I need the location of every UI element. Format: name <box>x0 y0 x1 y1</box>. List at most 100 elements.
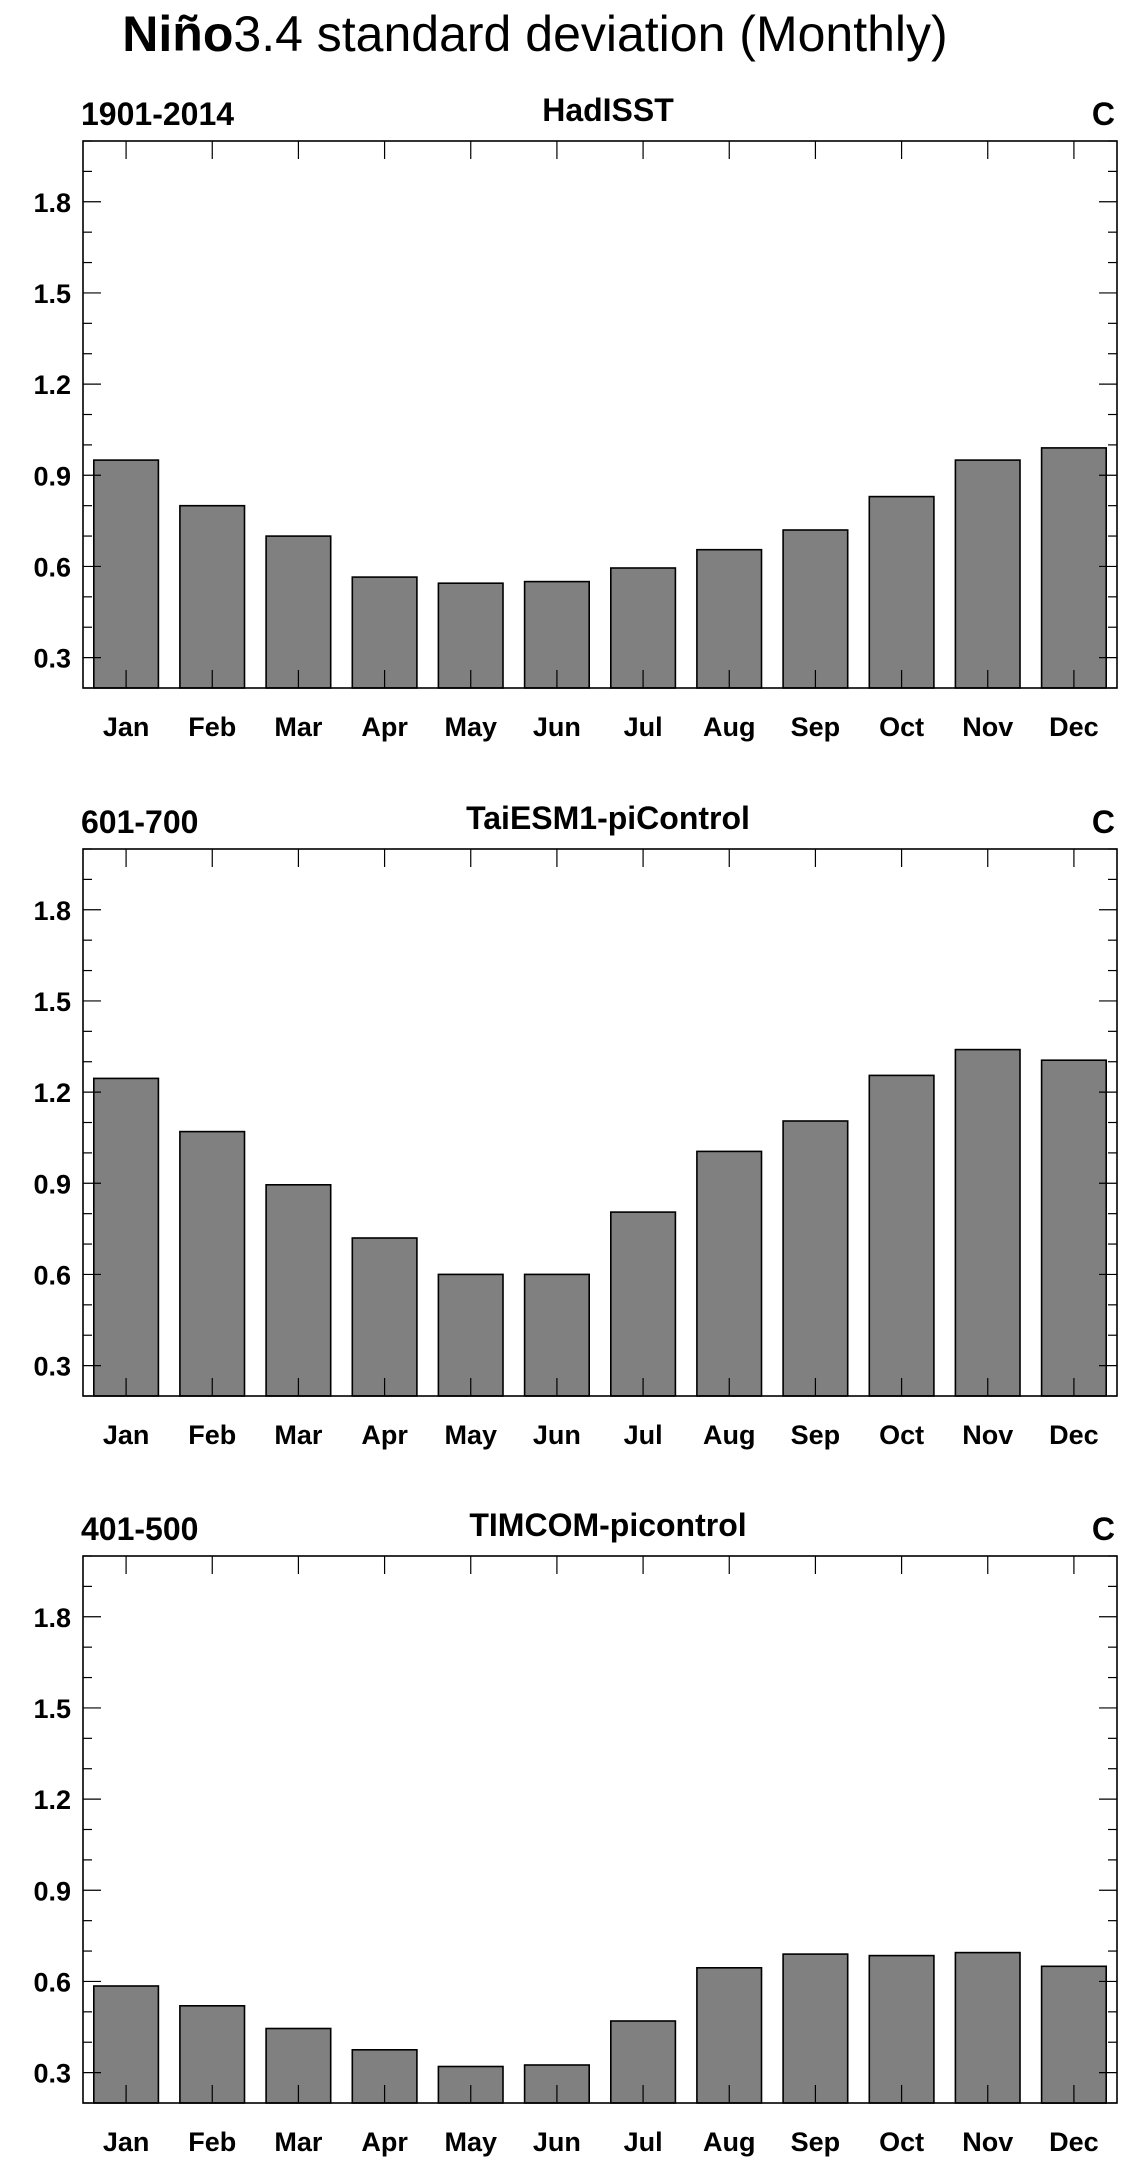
y-tick-label: 0.6 <box>33 552 71 582</box>
bar-nov <box>954 1951 1021 2104</box>
x-tick-label: Jun <box>533 1420 581 1450</box>
x-tick-label: Nov <box>962 2127 1013 2157</box>
bar-jun <box>523 1273 590 1397</box>
x-tick-label: Oct <box>879 1420 924 1450</box>
x-tick-label: Dec <box>1049 1420 1099 1450</box>
x-tick-label: Jan <box>103 1420 150 1450</box>
x-tick-label: Aug <box>703 712 755 742</box>
chart-title: TaiESM1-piControl <box>466 800 750 836</box>
bar-aug <box>696 1967 763 2104</box>
bar-sep <box>782 1953 849 2104</box>
x-tick-label: May <box>444 2127 497 2157</box>
bar-sep <box>782 1120 849 1397</box>
y-tick-label: 0.9 <box>33 1169 71 1199</box>
bar-apr <box>351 1237 418 1397</box>
bar-may <box>437 1273 504 1397</box>
bar-oct <box>868 1074 935 1397</box>
x-tick-label: Mar <box>274 1420 323 1450</box>
x-tick-label: Jul <box>624 1420 663 1450</box>
plot-frame <box>82 848 1118 1397</box>
y-tick-label: 1.8 <box>33 1603 71 1633</box>
chart-units-label: C <box>1092 804 1115 840</box>
bar-oct <box>868 1954 935 2104</box>
bar-oct <box>868 495 935 689</box>
y-tick-label: 1.2 <box>33 1785 71 1815</box>
x-tick-label: Feb <box>188 1420 236 1450</box>
x-tick-label: Sep <box>791 1420 841 1450</box>
bar-jan <box>93 459 160 689</box>
bar-dec <box>1040 1059 1107 1397</box>
x-tick-label: Oct <box>879 712 924 742</box>
bar-mar <box>265 535 332 689</box>
y-tick-label: 1.8 <box>33 896 71 926</box>
x-tick-label: Feb <box>188 2127 236 2157</box>
x-tick-label: Aug <box>703 1420 755 1450</box>
bar-mar <box>265 1184 332 1397</box>
y-tick-label: 1.5 <box>33 987 71 1017</box>
chart-units-label: C <box>1092 96 1115 132</box>
page-title: Niño3.4 standard deviation (Monthly) <box>0 6 1070 62</box>
x-tick-label: Mar <box>274 2127 323 2157</box>
y-tick-label: 1.2 <box>33 1078 71 1108</box>
chart-panel-3: 401-500 TIMCOM-picontrol C 0.3 0.6 0.9 1.2 1.5 1… <box>33 1507 1118 2157</box>
y-tick-label: 1.8 <box>33 188 71 218</box>
bar-dec <box>1040 447 1107 689</box>
x-tick-label: Nov <box>962 1420 1013 1450</box>
y-tick-label: 0.6 <box>33 1967 71 1997</box>
x-tick-label: Jun <box>533 712 581 742</box>
chart-panel-1: 1901-2014 HadISST C 0.3 0.6 0.9 1.2 1.5 1.8 Jan Fe… <box>33 92 1118 742</box>
x-tick-label: Jun <box>533 2127 581 2157</box>
x-tick-label: Sep <box>791 712 841 742</box>
title-bold-part: Niño <box>122 6 234 62</box>
bar-nov <box>954 1048 1021 1397</box>
plot-frame <box>82 140 1118 689</box>
y-tick-label: 0.3 <box>33 2059 71 2089</box>
y-tick-label: 0.3 <box>33 644 71 674</box>
chart-left-label: 601-700 <box>81 804 198 840</box>
chart-title: HadISST <box>542 92 674 128</box>
x-tick-label: Jan <box>103 2127 150 2157</box>
bar-jul <box>609 1211 677 1397</box>
x-tick-label: Feb <box>188 712 236 742</box>
x-tick-label: Apr <box>361 2127 408 2157</box>
x-tick-label: Apr <box>361 712 408 742</box>
chart-units-label: C <box>1092 1511 1115 1547</box>
plot-frame <box>82 1555 1118 2104</box>
y-tick-label: 1.5 <box>33 279 71 309</box>
chart-panel-2: 601-700 TaiESM1-piControl C 0.3 0.6 0.9 1.2 1.5… <box>33 800 1118 1450</box>
x-tick-label: Sep <box>791 2127 841 2157</box>
x-tick-label: Jul <box>624 2127 663 2157</box>
x-tick-label: Mar <box>274 712 323 742</box>
chart-left-label: 401-500 <box>81 1511 198 1547</box>
bar-nov <box>954 459 1021 689</box>
bar-aug <box>696 1150 763 1397</box>
bar-jul <box>609 567 677 689</box>
x-tick-label: Dec <box>1049 712 1099 742</box>
y-tick-label: 0.6 <box>33 1260 71 1290</box>
x-tick-label: May <box>444 712 497 742</box>
bar-dec <box>1040 1965 1107 2104</box>
y-tick-label: 1.2 <box>33 370 71 400</box>
y-tick-label: 0.9 <box>33 1876 71 1906</box>
bar-feb <box>179 504 246 689</box>
bar-sep <box>782 529 849 689</box>
x-tick-label: Oct <box>879 2127 924 2157</box>
bar-jan <box>93 1985 160 2104</box>
bar-jan <box>93 1077 160 1397</box>
x-tick-label: Aug <box>703 2127 755 2157</box>
title-rest-part: 3.4 standard deviation (Monthly) <box>233 6 948 62</box>
x-tick-label: May <box>444 1420 497 1450</box>
x-tick-label: Nov <box>962 712 1013 742</box>
x-tick-label: Jul <box>624 712 663 742</box>
chart-left-label: 1901-2014 <box>81 96 234 132</box>
y-tick-label: 0.3 <box>33 1352 71 1382</box>
chart-title: TIMCOM-picontrol <box>469 1507 746 1543</box>
bar-feb <box>179 1130 246 1397</box>
y-tick-label: 0.9 <box>33 461 71 491</box>
y-tick-label: 1.5 <box>33 1694 71 1724</box>
x-tick-label: Apr <box>361 1420 408 1450</box>
x-tick-label: Dec <box>1049 2127 1099 2157</box>
bar-aug <box>696 548 763 689</box>
x-tick-label: Jan <box>103 712 150 742</box>
